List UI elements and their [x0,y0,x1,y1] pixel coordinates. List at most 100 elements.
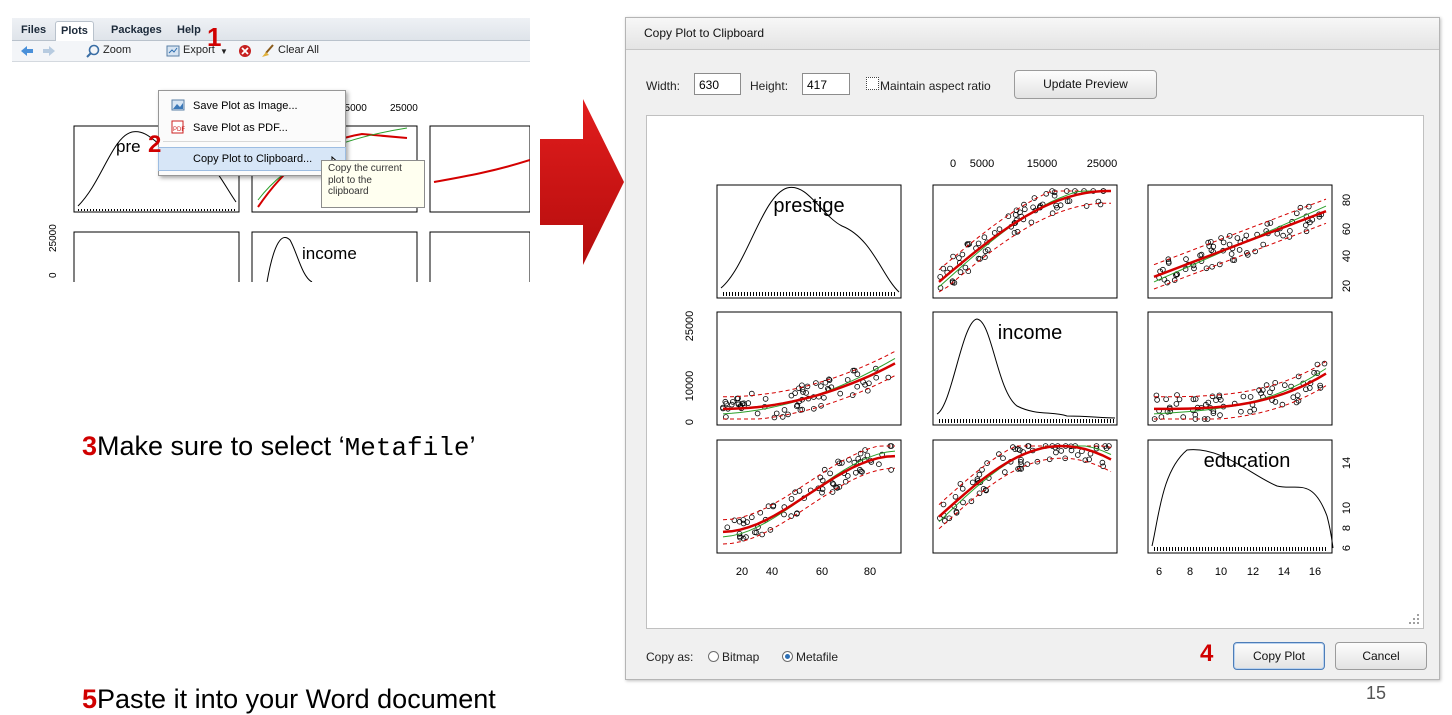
tab-plots[interactable]: Plots [55,21,94,41]
scatter-point [819,486,826,492]
scatter-point [730,399,736,405]
cancel-button[interactable]: Cancel [1335,642,1427,670]
scatter-point [1064,198,1071,205]
width-input[interactable]: 630 [694,73,741,95]
scatter-point [1058,448,1065,454]
copy-plot-button[interactable]: Copy Plot [1233,642,1325,670]
scatter-point [752,529,758,536]
metafile-radio[interactable] [782,651,793,662]
menu-item-save-pdf[interactable]: PDF Save Plot as PDF... [159,117,345,139]
scatter-point [1163,396,1169,403]
scatter-point [1247,394,1254,400]
scatter-point [1286,234,1293,240]
scatter-point [788,392,795,399]
scatter-point [940,501,947,508]
scatter-point [1244,252,1251,258]
loess-band-upper [722,445,895,521]
scatter-point [1074,452,1081,458]
tab-files[interactable]: Files [21,24,47,36]
back-arrow-icon[interactable] [20,45,34,57]
scatter-point [827,470,833,477]
height-label: Height: [750,79,789,93]
scatter-point [845,473,851,479]
scatter-point [1165,260,1172,266]
left-tick-label: 25000 [684,311,696,342]
scatter-point [1021,201,1027,208]
remove-plot-icon[interactable] [238,44,252,58]
scatter-point [1311,369,1317,376]
scatter-point [796,488,803,494]
menu-item-save-image[interactable]: Save Plot as Image... [159,95,345,117]
scatter-point [862,447,868,453]
scatter-point [819,489,825,496]
scatter-point [724,524,731,531]
zoom-button[interactable]: Zoom [103,44,132,56]
bitmap-label: Bitmap [722,650,760,664]
scatter-point [976,490,983,497]
scatter-point [1243,232,1250,239]
left-tick-label: 10000 [684,371,696,402]
scatter-point [854,371,861,378]
scatter-point [1106,443,1112,449]
scatter-point [1086,456,1092,463]
scatter-point [744,519,750,525]
scatter-point [1269,385,1275,392]
scatter-point [1247,408,1253,415]
scatter-point [968,498,975,505]
tab-packages[interactable]: Packages [111,24,162,36]
scatter-point [1293,210,1300,217]
scatter-point [740,520,747,527]
height-input[interactable]: 417 [802,73,850,95]
tab-help[interactable]: Help [177,24,201,36]
loess-band-lower [1153,222,1327,290]
scatter-point [770,503,776,510]
loess-band-upper [722,350,896,398]
menu-item-copy-clipboard[interactable]: Copy Plot to Clipboard... [158,147,346,171]
scatter-point [839,460,845,466]
step-5-caption: 5Paste it into your Word document [82,684,496,715]
bottom-right-tick-label: 10 [1215,566,1227,578]
scatter-point [788,496,795,502]
scatter-point [1240,393,1247,400]
panel-r0-c0 [716,184,902,299]
maintain-aspect-checkbox[interactable] [866,77,879,90]
scatter-point [826,376,832,383]
scatter-point [947,265,953,272]
scatter-point [857,450,864,457]
diag-label-education: education [1204,450,1291,472]
scatter-point [1287,228,1293,234]
scatter-point [1259,387,1266,393]
caption-text: Make sure to select ‘ [97,431,345,461]
mini-left-tick-25000: 25000 [48,224,59,252]
scatter-point [821,394,827,401]
update-preview-button[interactable]: Update Preview [1014,70,1157,99]
scatter-point [804,383,811,390]
scatter-point [1297,204,1304,211]
scatter-point [1260,241,1266,248]
scatter-point [1267,389,1273,396]
forward-arrow-icon[interactable] [42,45,56,57]
export-menu-button[interactable]: Export [183,44,215,56]
bitmap-radio[interactable] [708,651,719,662]
caption-code: Metafile [344,433,470,463]
image-icon [171,99,185,111]
scatter-point [1190,396,1197,403]
loess-band-lower [723,375,896,420]
scatter-point [1217,412,1223,418]
scatter-point [792,390,798,396]
resize-grip-icon[interactable] [1407,612,1421,626]
scatter-point [982,254,988,261]
scatter-point [1053,449,1059,456]
scatter-point [1213,397,1219,404]
scatter-point [1153,392,1160,399]
scatter-point [781,511,787,518]
copy-plot-dialog: Copy Plot to Clipboard Width: 630 Height… [625,17,1440,680]
scatter-point [1057,202,1064,208]
clear-all-button[interactable]: Clear All [278,44,319,56]
scatter-point [736,530,743,537]
zoom-icon [86,44,100,58]
scatter-point [1226,233,1233,239]
scatter-point [976,471,983,478]
left-tick-label: 0 [684,419,696,425]
scatter-point [857,466,863,473]
